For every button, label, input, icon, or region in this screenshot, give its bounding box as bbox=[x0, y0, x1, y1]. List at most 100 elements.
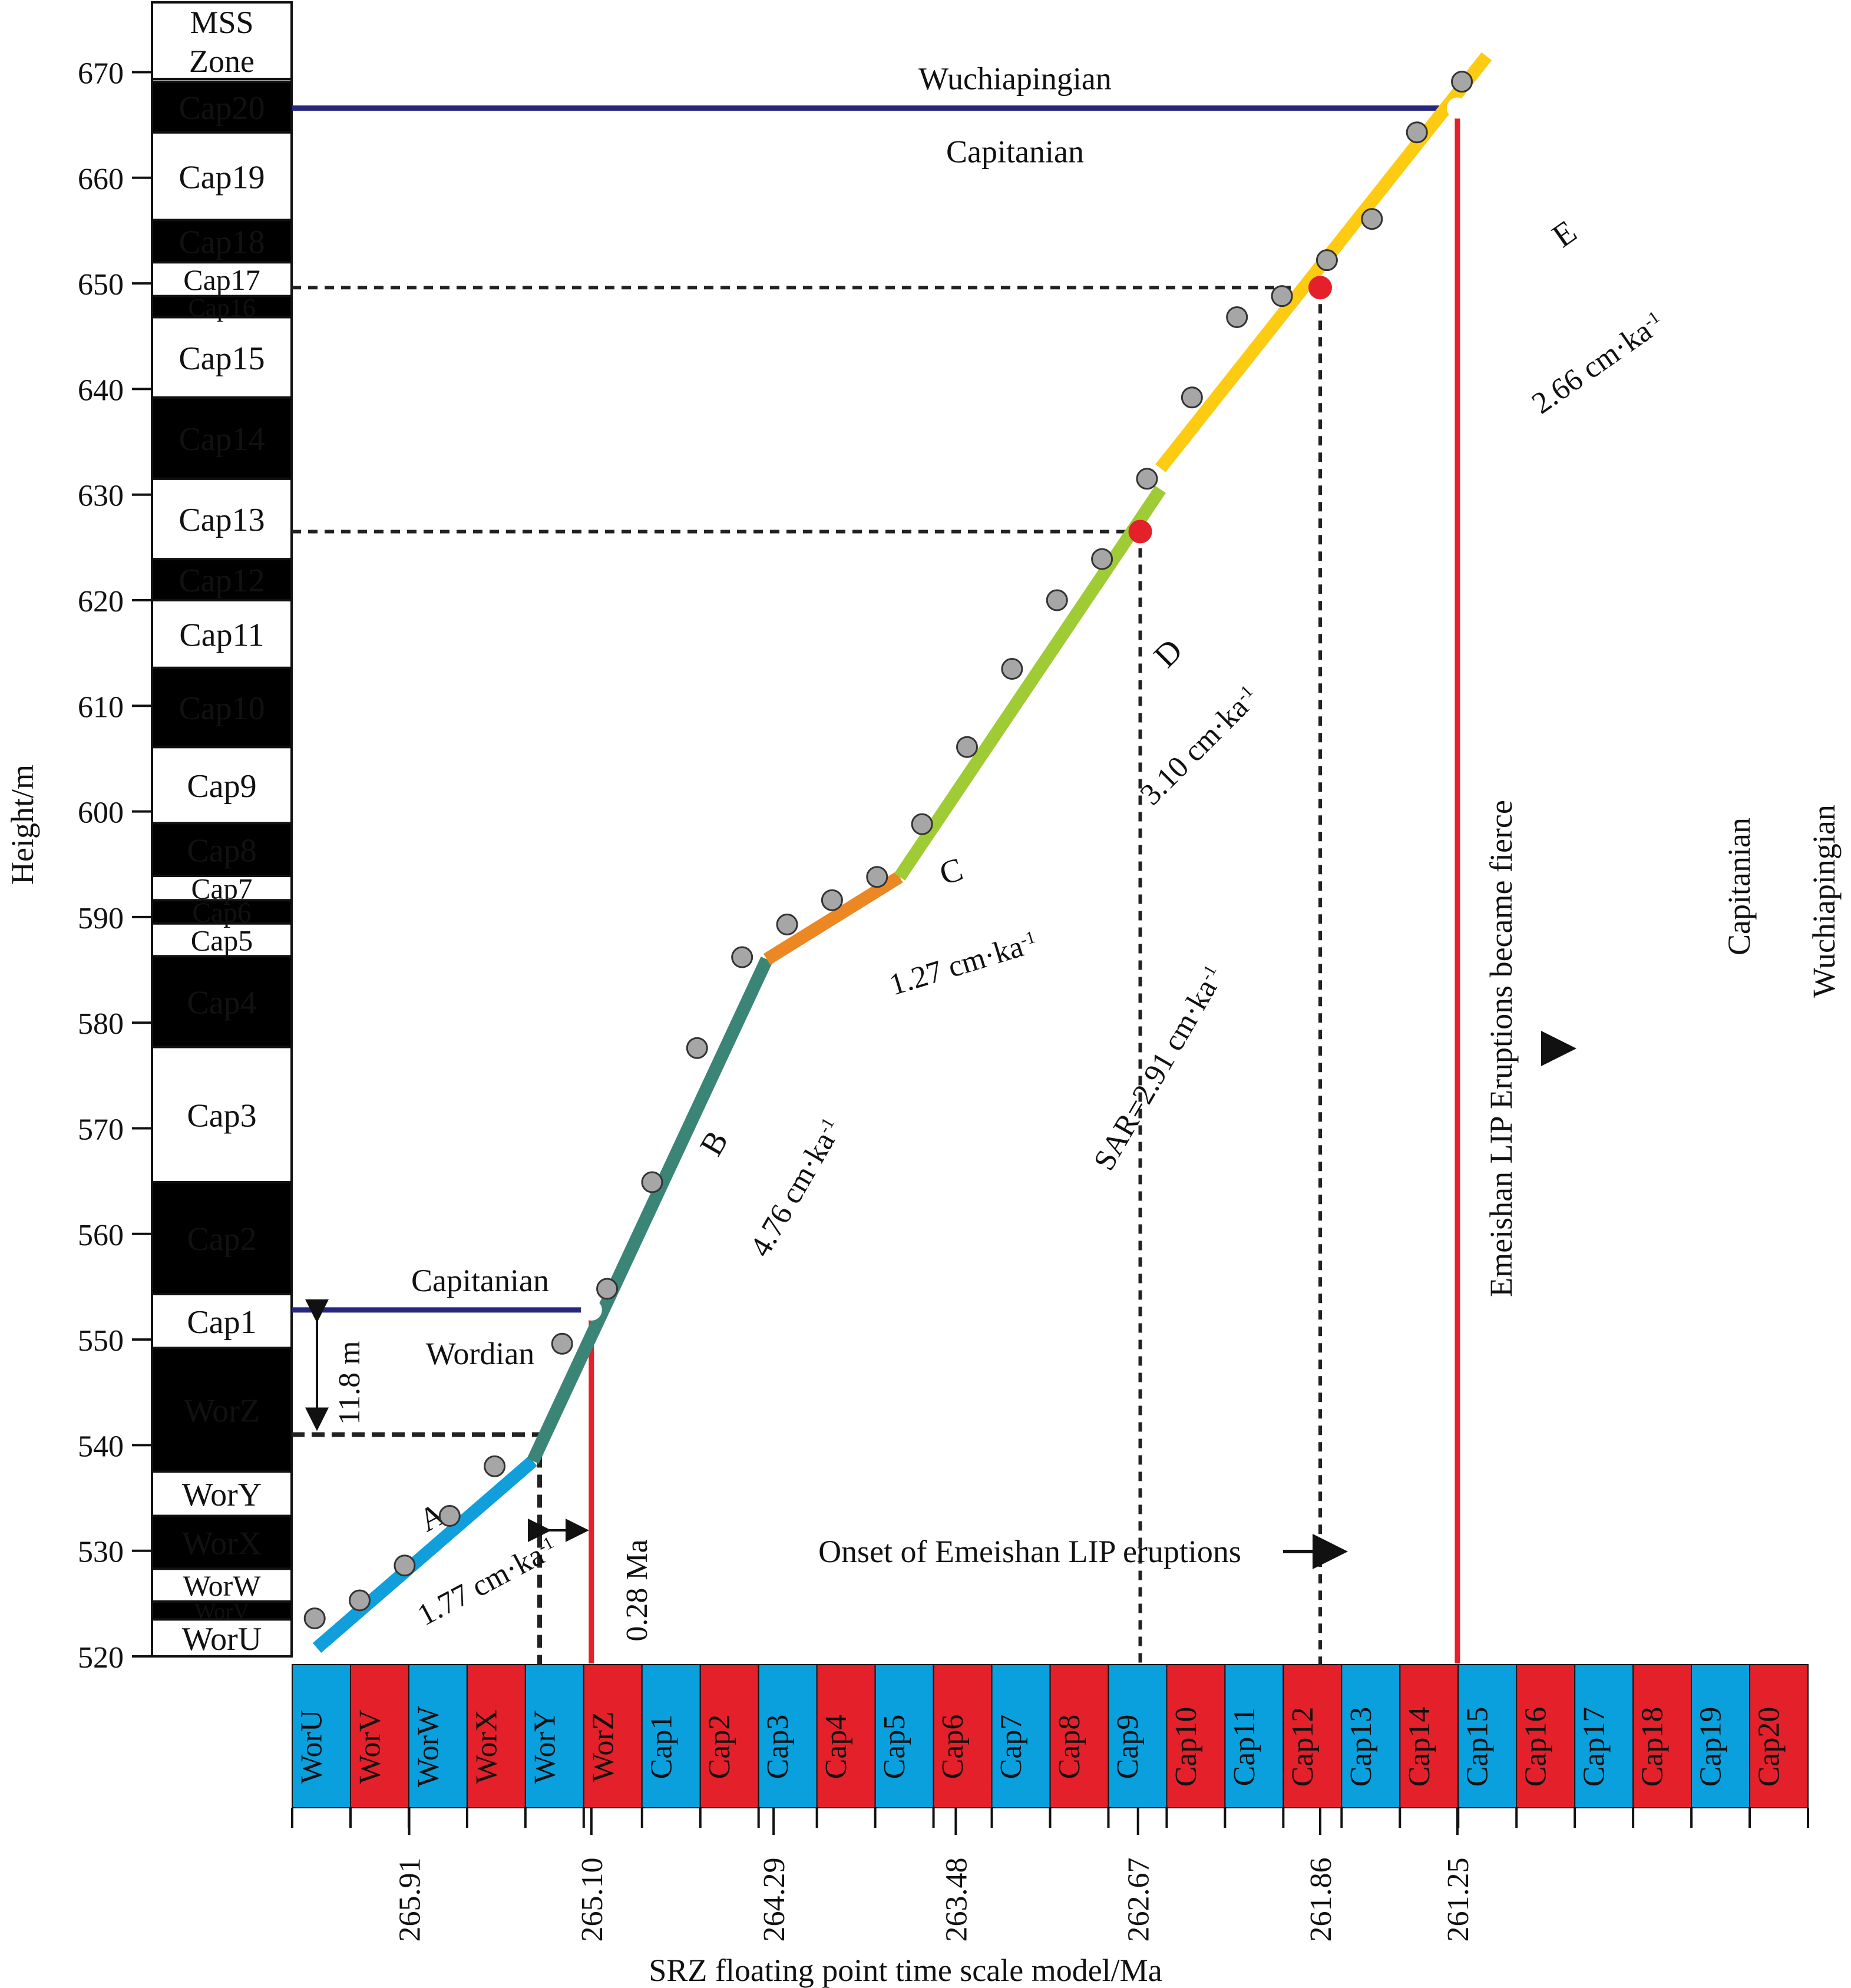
mss-zone-label: WorW bbox=[183, 1569, 261, 1602]
time-zone-label: Cap12 bbox=[1286, 1707, 1320, 1787]
segment-rate-label: 4.76 cm·ka-1 bbox=[743, 1113, 849, 1262]
time-zone-label: WorX bbox=[470, 1710, 503, 1784]
time-zone bbox=[1749, 1664, 1809, 1808]
segment-letter: D bbox=[1147, 632, 1189, 674]
data-point bbox=[1315, 249, 1338, 272]
data-point bbox=[1451, 71, 1473, 93]
x-tick-label: 264.29 bbox=[758, 1858, 791, 1942]
data-point bbox=[394, 1554, 416, 1577]
time-gap-label: 0.28 Ma bbox=[620, 1539, 654, 1641]
time-zone bbox=[991, 1664, 1051, 1808]
time-zone-label: WorV bbox=[353, 1710, 386, 1784]
segment-rate-label: 3.10 cm·ka-1 bbox=[1134, 680, 1265, 812]
y-tick-label: 650 bbox=[78, 268, 124, 302]
time-zone-label: WorW bbox=[411, 1706, 445, 1787]
mss-zone bbox=[151, 666, 293, 749]
mss-zone bbox=[151, 1347, 293, 1473]
y-tick-label: 530 bbox=[78, 1536, 124, 1569]
time-zone bbox=[758, 1664, 818, 1808]
mss-zone-label: Cap4 bbox=[187, 985, 256, 1021]
y-tick-label: 580 bbox=[78, 1007, 124, 1041]
time-zone-label: Cap15 bbox=[1461, 1707, 1495, 1787]
data-point bbox=[731, 946, 753, 968]
time-zone bbox=[292, 1664, 351, 1808]
data-point bbox=[1136, 468, 1158, 490]
mss-zone-label: Cap11 bbox=[179, 617, 264, 654]
data-point bbox=[1091, 548, 1113, 570]
x-tick-label: 261.25 bbox=[1442, 1858, 1475, 1942]
time-zone-label: Cap19 bbox=[1694, 1707, 1728, 1787]
data-point bbox=[776, 913, 798, 935]
time-zone bbox=[408, 1664, 468, 1808]
fierce-label: Emeishan LIP Eruptions became fierce bbox=[1483, 800, 1519, 1297]
segment-letter: B bbox=[693, 1124, 735, 1162]
onset-label: Onset of Emeishan LIP eruptions bbox=[818, 1534, 1241, 1569]
height-gap-label: 11.8 m bbox=[333, 1341, 366, 1425]
time-zone bbox=[1516, 1664, 1576, 1808]
mss-zone-label: WorY bbox=[182, 1477, 262, 1513]
stage-label-above: Wuchiapingian bbox=[918, 61, 1112, 96]
segment-rate-label: 2.66 cm·ka-1 bbox=[1526, 306, 1670, 421]
key-data-point bbox=[1308, 276, 1332, 300]
time-zone bbox=[1224, 1664, 1284, 1808]
stage-label-below: Capitanian bbox=[946, 134, 1084, 169]
time-zone-label: Cap9 bbox=[1111, 1715, 1145, 1779]
time-zone-label: Cap20 bbox=[1753, 1707, 1786, 1787]
y-tick-label: 630 bbox=[78, 479, 124, 513]
x-tick-label: 261.86 bbox=[1304, 1858, 1338, 1942]
y-tick-label: 570 bbox=[78, 1113, 124, 1147]
data-point bbox=[1226, 306, 1248, 328]
data-point bbox=[1046, 589, 1068, 611]
boundary-point bbox=[580, 1299, 602, 1321]
sar-label: SAR=2.91 cm·ka-1 bbox=[1088, 961, 1231, 1176]
mss-zone-label: Cap8 bbox=[187, 832, 256, 869]
capitanian-vertical-label: Capitanian bbox=[1721, 818, 1757, 955]
time-zone-label: Cap13 bbox=[1344, 1707, 1378, 1787]
time-zone bbox=[699, 1664, 759, 1808]
time-zone-label: Cap11 bbox=[1228, 1708, 1261, 1787]
time-zone-label: Cap8 bbox=[1053, 1715, 1086, 1779]
y-tick-label: 640 bbox=[78, 373, 124, 407]
time-zone-label: Cap3 bbox=[761, 1715, 795, 1779]
wuchiapingian-vertical-label: Wuchiapingian bbox=[1806, 805, 1842, 998]
y-tick-label: 660 bbox=[78, 163, 124, 196]
y-tick-label: 550 bbox=[78, 1324, 124, 1358]
time-zone bbox=[583, 1664, 643, 1808]
time-zone-label: WorZ bbox=[586, 1712, 620, 1782]
y-tick-label: 590 bbox=[78, 902, 124, 935]
mss-zone-label: Cap2 bbox=[187, 1221, 256, 1258]
mss-zone-label: Cap5 bbox=[191, 924, 253, 957]
time-zone bbox=[1283, 1664, 1343, 1808]
time-zone-label: Cap6 bbox=[936, 1715, 970, 1779]
data-point bbox=[596, 1278, 619, 1300]
time-zone-label: Cap4 bbox=[819, 1715, 853, 1779]
stage-label-above: Capitanian bbox=[411, 1263, 549, 1298]
x-tick-label: 262.67 bbox=[1122, 1858, 1156, 1942]
mss-zone bbox=[151, 131, 293, 221]
mss-zone-label: Cap7 bbox=[191, 872, 253, 905]
stage-label-below: Wordian bbox=[426, 1336, 535, 1371]
data-point bbox=[686, 1037, 708, 1059]
mss-zone-label: Cap18 bbox=[179, 224, 265, 261]
time-zone bbox=[466, 1664, 526, 1808]
time-zone bbox=[641, 1664, 701, 1808]
data-point bbox=[866, 866, 888, 888]
time-zone bbox=[1574, 1664, 1634, 1808]
x-tick-label: 263.48 bbox=[940, 1858, 973, 1942]
y-tick-label: 620 bbox=[78, 585, 124, 618]
mss-zone-label: WorV bbox=[194, 1599, 249, 1624]
segment-letter: C bbox=[936, 851, 967, 892]
segment-line bbox=[527, 956, 773, 1464]
time-zone bbox=[1049, 1664, 1109, 1808]
mss-header-line: Zone bbox=[189, 44, 254, 79]
mss-zone-label: Cap20 bbox=[179, 90, 265, 127]
mss-zone-label: Cap17 bbox=[183, 263, 260, 296]
mss-zone bbox=[151, 599, 293, 669]
data-point bbox=[821, 889, 843, 911]
time-zone-label: Cap1 bbox=[644, 1715, 678, 1779]
mss-zone-label: Cap6 bbox=[192, 898, 251, 928]
time-zone-label: Cap2 bbox=[703, 1715, 736, 1779]
segment-line bbox=[763, 871, 903, 965]
y-tick-label: 600 bbox=[78, 796, 124, 830]
data-point bbox=[1406, 121, 1428, 144]
